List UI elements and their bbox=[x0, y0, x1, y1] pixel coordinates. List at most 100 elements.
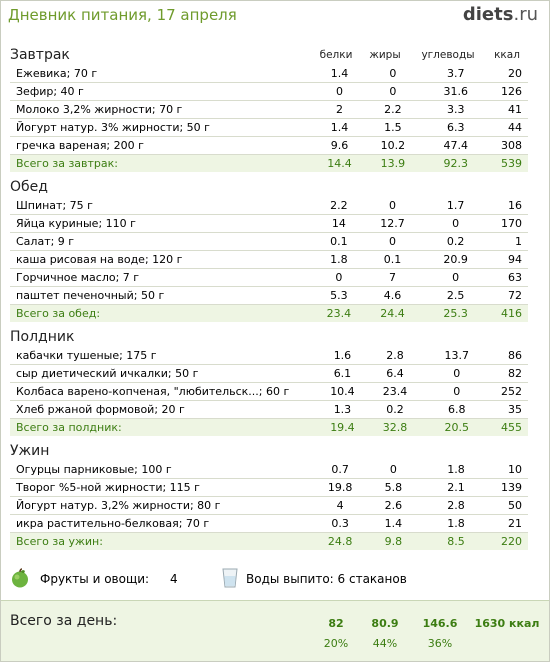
food-row[interactable]: Горчичное масло; 7 г 0 7 0 63 bbox=[10, 268, 528, 287]
kcal-value: 170 bbox=[494, 214, 528, 233]
protein-value: 19.8 bbox=[311, 478, 370, 497]
food-row[interactable]: Хлеб ржаной формовой; 20 г 1.3 0.2 6.8 35 bbox=[10, 400, 528, 419]
food-name: паштет печеночный; 50 г bbox=[10, 286, 310, 305]
food-row[interactable]: Огурцы парниковые; 100 г 0.7 0 1.8 10 bbox=[10, 461, 528, 479]
column-header-fat: жиры bbox=[369, 49, 401, 61]
kcal-value: 139 bbox=[494, 478, 528, 497]
total-carbs-value: 25.3 bbox=[416, 304, 495, 322]
kcal-value: 86 bbox=[494, 347, 528, 365]
food-row[interactable]: Молоко 3,2% жирности; 70 г 2 2.2 3.3 41 bbox=[10, 100, 528, 119]
kcal-value: 10 bbox=[494, 461, 528, 479]
carbs-value: 1.8 bbox=[417, 514, 495, 533]
meal-total-row: Всего за завтрак: 14.4 13.9 92.3 539 bbox=[10, 154, 528, 172]
food-row[interactable]: кабачки тушеные; 175 г 1.6 2.8 13.7 86 bbox=[10, 347, 528, 365]
meal-total-row: Всего за полдник: 19.4 32.8 20.5 455 bbox=[10, 418, 528, 436]
protein-value: 0.7 bbox=[311, 461, 370, 479]
food-row[interactable]: Ежевика; 70 г 1.4 0 3.7 20 bbox=[10, 65, 528, 83]
total-carbs-value: 20.5 bbox=[418, 418, 495, 436]
food-row[interactable]: гречка вареная; 200 г 9.6 10.2 47.4 308 bbox=[10, 136, 528, 155]
meal-table: Огурцы парниковые; 100 г 0.7 0 1.8 10 Творог … bbox=[10, 461, 528, 550]
fat-value: 1.5 bbox=[368, 118, 418, 137]
fruit-value: 4 bbox=[170, 572, 178, 586]
day-total-kcal: 1630 ккал bbox=[474, 617, 540, 630]
food-row[interactable]: Творог %5-ной жирности; 115 г 19.8 5.8 2.1 1… bbox=[10, 478, 528, 497]
total-protein-value: 24.8 bbox=[311, 532, 370, 550]
fat-value: 12.7 bbox=[368, 214, 417, 233]
fat-value: 4.6 bbox=[368, 286, 417, 305]
protein-value: 0.1 bbox=[309, 232, 369, 251]
fat-value: 2.6 bbox=[369, 496, 418, 515]
food-row[interactable]: Яйца куриные; 110 г 14 12.7 0 170 bbox=[10, 214, 528, 233]
total-fat-value: 13.9 bbox=[368, 154, 418, 172]
food-row[interactable]: икра растительно-белковая; 70 г 0.3 1.4 1.8… bbox=[10, 514, 528, 533]
total-carbs-value: 8.5 bbox=[417, 532, 495, 550]
carbs-value: 0 bbox=[416, 268, 495, 287]
carbs-value: 6.8 bbox=[418, 400, 495, 419]
carbs-value: 31.6 bbox=[417, 82, 495, 101]
food-name: Молоко 3,2% жирности; 70 г bbox=[10, 100, 311, 119]
protein-value: 1.8 bbox=[309, 250, 369, 269]
day-pct-carbs: 36% bbox=[427, 637, 453, 650]
total-food-name: Всего за ужин: bbox=[10, 532, 312, 550]
protein-value: 2 bbox=[310, 100, 369, 119]
total-fat-value: 24.4 bbox=[368, 304, 417, 322]
column-header-carbs: углеводы bbox=[421, 49, 475, 61]
food-name: Яйца куриные; 110 г bbox=[10, 214, 310, 233]
carbs-value: 20.9 bbox=[416, 250, 495, 269]
carbs-value: 1.8 bbox=[417, 461, 495, 479]
fruit-label: Фрукты и овощи: bbox=[40, 572, 150, 586]
meal-title: Завтрак bbox=[10, 47, 70, 63]
food-name: Салат; 9 г bbox=[10, 232, 310, 251]
kcal-value: 308 bbox=[494, 136, 528, 155]
protein-value: 6.1 bbox=[313, 364, 372, 383]
food-row[interactable]: Шпинат; 75 г 2.2 0 1.7 16 bbox=[10, 197, 528, 215]
fat-value: 0 bbox=[368, 232, 417, 251]
carbs-value: 13.7 bbox=[418, 347, 495, 365]
carbs-value: 3.7 bbox=[417, 65, 495, 83]
header: Дневник питания, 17 апреля diets.ru bbox=[0, 0, 550, 34]
fat-value: 1.4 bbox=[369, 514, 418, 533]
total-fat-value: 32.8 bbox=[371, 418, 419, 436]
carbs-value: 0 bbox=[416, 214, 495, 233]
protein-value: 10.4 bbox=[313, 382, 372, 401]
fat-value: 0.1 bbox=[368, 250, 417, 269]
kcal-value: 35 bbox=[494, 400, 528, 419]
fat-value: 0 bbox=[369, 461, 418, 479]
food-row[interactable]: Йогурт натур. 3% жирности; 50 г 1.4 1.5 6.3… bbox=[10, 118, 528, 137]
total-fat-value: 9.8 bbox=[369, 532, 418, 550]
food-row[interactable]: паштет печеночный; 50 г 5.3 4.6 2.5 72 bbox=[10, 286, 528, 305]
food-row[interactable]: Йогурт натур. 3,2% жирности; 80 г 4 2.6 2.8… bbox=[10, 496, 528, 515]
total-kcal-value: 416 bbox=[494, 304, 528, 322]
food-row[interactable]: Колбаса варено-копченая, "любительск...;… bbox=[10, 382, 528, 401]
food-name: Колбаса варено-копченая, "любительск...;… bbox=[10, 382, 314, 401]
column-header-kcal: ккал bbox=[494, 49, 520, 61]
meal-title: Обед bbox=[10, 179, 48, 195]
kcal-value: 50 bbox=[494, 496, 528, 515]
carbs-value: 47.4 bbox=[417, 136, 495, 155]
meal-total-row: Всего за обед: 23.4 24.4 25.3 416 bbox=[10, 304, 528, 322]
carbs-value: 3.3 bbox=[417, 100, 495, 119]
carbs-value: 6.3 bbox=[417, 118, 495, 137]
food-name: Творог %5-ной жирности; 115 г bbox=[10, 478, 312, 497]
kcal-value: 1 bbox=[494, 232, 528, 251]
food-row[interactable]: сыр диетический ичкалки; 50 г 6.1 6.4 0 82 bbox=[10, 364, 528, 383]
food-row[interactable]: Салат; 9 г 0.1 0 0.2 1 bbox=[10, 232, 528, 251]
day-total-protein: 82 bbox=[328, 617, 344, 630]
fat-value: 10.2 bbox=[368, 136, 418, 155]
protein-value: 4 bbox=[311, 496, 370, 515]
fat-value: 5.8 bbox=[369, 478, 418, 497]
meal-table: кабачки тушеные; 175 г 1.6 2.8 13.7 86 сыр ди… bbox=[10, 347, 528, 436]
food-row[interactable]: Зефир; 40 г 0 0 31.6 126 bbox=[10, 82, 528, 101]
carbs-value: 2.5 bbox=[416, 286, 495, 305]
total-protein-value: 19.4 bbox=[313, 418, 372, 436]
site-logo[interactable]: diets.ru bbox=[463, 4, 538, 25]
food-name: сыр диетический ичкалки; 50 г bbox=[10, 364, 314, 383]
kcal-value: 44 bbox=[494, 118, 528, 137]
food-row[interactable]: каша рисовая на воде; 120 г 1.8 0.1 20.9 94 bbox=[10, 250, 528, 269]
food-name: икра растительно-белковая; 70 г bbox=[10, 514, 312, 533]
carbs-value: 2.1 bbox=[417, 478, 495, 497]
fat-value: 6.4 bbox=[371, 364, 419, 383]
column-header-protein: белки bbox=[319, 49, 353, 61]
food-name: кабачки тушеные; 175 г bbox=[10, 347, 314, 365]
food-name: Хлеб ржаной формовой; 20 г bbox=[10, 400, 314, 419]
